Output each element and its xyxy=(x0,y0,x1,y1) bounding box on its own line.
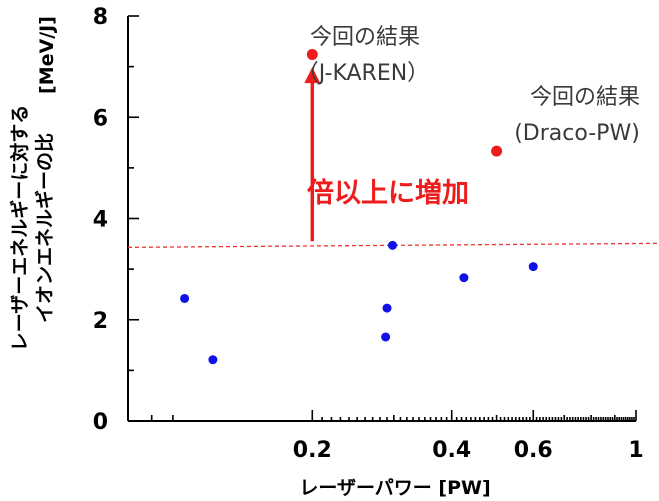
y-ticks xyxy=(128,15,139,422)
x-minor-ticks xyxy=(127,415,635,421)
annotation-jkaren-line1: 今回の結果 xyxy=(310,25,420,50)
x-major-ticks xyxy=(311,410,637,421)
y-tick-label: 0 xyxy=(93,410,108,435)
y-tick-label: 6 xyxy=(93,106,108,131)
data-point xyxy=(528,262,538,272)
arrow-head xyxy=(304,67,321,84)
y-axis-unit: [MeV/J] xyxy=(36,16,58,94)
y-tick-labels: 0 2 4 6 8 xyxy=(93,5,108,435)
data-point xyxy=(387,240,397,250)
data-point xyxy=(180,293,190,303)
y-tick-label: 8 xyxy=(93,5,108,30)
y-axis-title-line2: イオンエネルギーの比 xyxy=(34,133,56,323)
x-tick-labels: 0.2 0.4 0.6 1 xyxy=(293,438,644,463)
data-point xyxy=(459,273,469,283)
result-point xyxy=(306,48,318,60)
data-points xyxy=(180,48,538,365)
data-point xyxy=(208,355,218,365)
x-tick-label: 1 xyxy=(628,438,643,463)
data-point xyxy=(382,303,392,313)
annotation-draco-line1: 今回の結果 xyxy=(530,85,640,110)
x-axis-title: レーザーパワー [PW] xyxy=(299,477,490,499)
data-point xyxy=(381,332,391,342)
y-tick-label: 2 xyxy=(93,309,108,334)
annotation-jkaren-line2: （J-KAREN） xyxy=(297,61,429,86)
annotation-increase: 倍以上に増加 xyxy=(307,177,469,209)
increase-arrow xyxy=(304,67,321,242)
x-tick-label: 0.6 xyxy=(514,438,553,463)
y-axis-title: レーザーエネルギーに対する イオンエネルギーの比 xyxy=(8,105,56,352)
x-tick-label: 0.2 xyxy=(293,438,332,463)
annotation-draco-line2: (Draco-PW) xyxy=(514,121,640,146)
y-axis-title-line1: レーザーエネルギーに対する xyxy=(8,105,31,352)
result-point xyxy=(491,145,503,157)
y-tick-label: 4 xyxy=(93,208,108,233)
x-tick-label: 0.4 xyxy=(432,438,471,463)
reference-line xyxy=(127,242,659,248)
